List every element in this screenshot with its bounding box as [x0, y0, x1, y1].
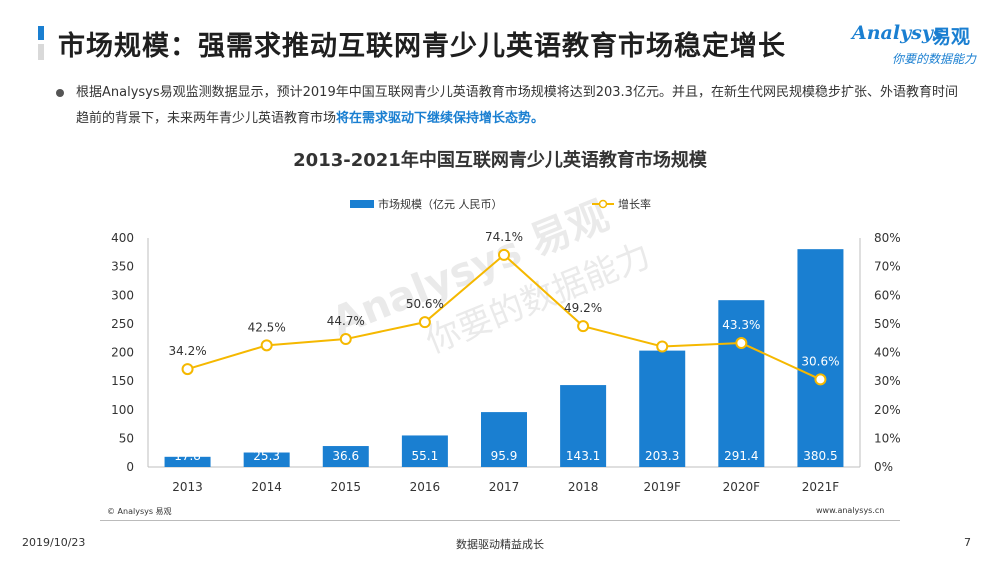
left-axis-tick-label: 250 — [111, 317, 134, 331]
left-axis-tick-label: 150 — [111, 374, 134, 388]
growth-rate-point — [181, 363, 194, 376]
left-axis-tick-label: 200 — [111, 346, 134, 360]
summary-bullet: 根据Analysys易观监测数据显示，预计2019年中国互联网青少儿英语教育市场… — [56, 80, 961, 132]
growth-rate-point — [814, 373, 827, 386]
bar-market-size — [797, 249, 844, 467]
logo-name: 易观 — [932, 26, 971, 48]
footer-date: 2019/10/23 — [22, 536, 86, 549]
growth-rate-label: 42.1% — [643, 321, 681, 335]
x-axis-tick-label: 2015 — [331, 480, 362, 494]
growth-rate-label: 44.7% — [327, 314, 365, 328]
growth-rate-point — [498, 248, 510, 261]
right-axis-tick-label: 70% — [874, 260, 901, 274]
legend-label-bar: 市场规模（亿元 人民币） — [378, 197, 503, 211]
bar-value-label: 36.6 — [332, 449, 359, 463]
chart-title: 2013-2021年中国互联网青少儿英语教育市场规模 — [293, 150, 707, 171]
growth-rate-label: 43.3% — [722, 318, 760, 332]
source-copyright: © Analysys 易观 — [107, 507, 172, 516]
bar-market-size — [322, 446, 369, 467]
bar-market-size — [401, 435, 448, 467]
right-axis-tick-label: 80% — [874, 231, 901, 245]
growth-rate-label: 49.2% — [564, 301, 602, 315]
bar-value-label: 55.1 — [412, 449, 439, 463]
bar-value-label: 203.3 — [645, 449, 679, 463]
footer-slogan: 数据驱动精益成长 — [456, 538, 544, 551]
logo-tagline: 你要的数据能力 — [892, 52, 977, 66]
growth-rate-label: 74.1% — [485, 230, 523, 244]
bar-value-label: 95.9 — [491, 449, 518, 463]
right-axis-tick-label: 30% — [874, 374, 901, 388]
bar-value-label: 380.5 — [803, 449, 837, 463]
footer-divider — [100, 520, 900, 521]
growth-rate-label: 30.6% — [801, 354, 839, 368]
right-axis-tick-label: 50% — [874, 317, 901, 331]
source-website: www.analysys.cn — [816, 506, 885, 515]
x-axis-tick-label: 2018 — [568, 480, 599, 494]
summary-text-body: 根据Analysys易观监测数据显示，预计2019年中国互联网青少儿英语教育市场… — [76, 85, 958, 126]
left-axis-tick-label: 350 — [111, 260, 134, 274]
market-size-chart: 市场规模（亿元 人民币） 增长率 0 50 100 150 200 250 300 350 400 0… — [111, 197, 901, 494]
bar-market-size — [560, 385, 607, 467]
summary-text: 根据Analysys易观监测数据显示，预计2019年中国互联网青少儿英语教育市场… — [76, 80, 961, 132]
growth-rate-label: 42.5% — [248, 320, 286, 334]
bar-market-size — [243, 452, 290, 467]
legend-swatch-bar — [350, 200, 374, 208]
right-axis-tick-label: 0% — [874, 460, 893, 474]
left-axis-tick-label: 0 — [126, 460, 134, 474]
left-axis-tick-label: 100 — [111, 403, 134, 417]
legend-label-line: 增长率 — [618, 197, 651, 211]
analysys-logo: Analysys 易观 你要的数据能力 — [852, 20, 978, 72]
legend-swatch-marker — [598, 199, 608, 209]
bar-market-size — [481, 412, 527, 467]
x-axis-tick-label: 2013 — [172, 480, 203, 494]
x-axis-tick-label: 2019F — [643, 480, 681, 494]
bar-market-size — [639, 350, 686, 467]
logo-script: Analysys — [852, 22, 944, 44]
x-axis-tick-label: 2021F — [802, 480, 840, 494]
left-axis-tick-label: 400 — [111, 231, 134, 245]
x-axis-tick-label: 2017 — [489, 480, 520, 494]
bar-value-label: 143.1 — [566, 449, 600, 463]
right-axis-tick-label: 40% — [874, 346, 901, 360]
title-accent-bar — [38, 26, 46, 62]
left-axis-tick-label: 300 — [111, 288, 134, 302]
bullet-dot-icon — [56, 89, 64, 97]
growth-rate-label: 34.2% — [168, 344, 206, 358]
bar-value-label: 17.8 — [174, 449, 201, 463]
page-title: 市场规模：强需求推动互联网青少儿英语教育市场稳定增长 — [58, 31, 786, 62]
growth-rate-point — [339, 333, 352, 346]
growth-rate-point — [577, 320, 590, 333]
x-axis-tick-label: 2014 — [251, 480, 282, 494]
growth-rate-point — [260, 339, 273, 352]
bar-market-size — [718, 300, 765, 467]
bar-value-label: 291.4 — [724, 449, 758, 463]
x-axis-tick-label: 2020F — [723, 480, 761, 494]
growth-rate-point — [735, 337, 748, 350]
right-axis-tick-label: 60% — [874, 288, 901, 302]
page-number: 7 — [964, 536, 971, 549]
right-axis-tick-label: 10% — [874, 431, 901, 445]
growth-rate-label: 50.6% — [406, 297, 444, 311]
summary-highlight: 将在需求驱动下继续保持增长态势。 — [336, 111, 545, 126]
left-axis-tick-label: 50 — [119, 431, 134, 445]
growth-rate-point — [418, 316, 431, 329]
growth-rate-point — [656, 340, 669, 353]
bar-market-size — [164, 456, 211, 467]
x-axis-tick-label: 2016 — [410, 480, 441, 494]
bar-value-label: 25.3 — [253, 449, 280, 463]
right-axis-tick-label: 20% — [874, 403, 901, 417]
